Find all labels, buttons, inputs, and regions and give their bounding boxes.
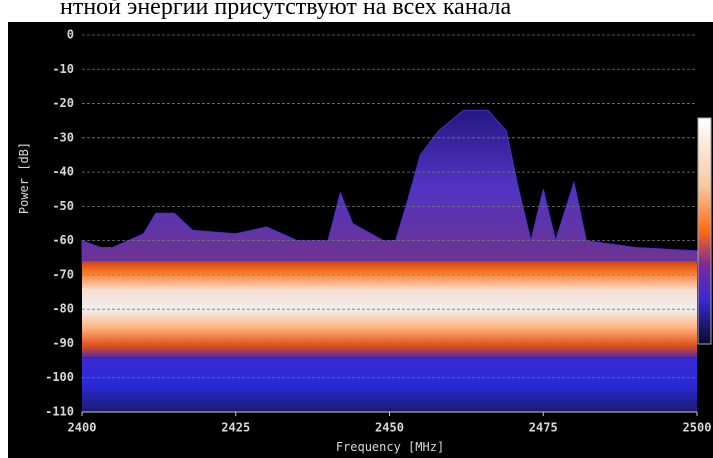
x-tick-label: 2400 bbox=[68, 421, 97, 435]
y-tick-label: -20 bbox=[52, 96, 74, 110]
y-tick-label: -40 bbox=[52, 165, 74, 179]
y-tick-label: -80 bbox=[52, 302, 74, 316]
y-tick-label: -10 bbox=[52, 62, 74, 76]
y-tick-label: -60 bbox=[52, 233, 74, 247]
y-tick-label: -70 bbox=[52, 267, 74, 281]
y-tick-label: -100 bbox=[45, 370, 74, 384]
y-tick-label: -110 bbox=[45, 405, 74, 419]
colorbar bbox=[698, 118, 711, 344]
caption: нтной энергии присутствуют на всех канал… bbox=[60, 0, 512, 20]
x-tick-label: 2425 bbox=[221, 421, 250, 435]
screenshot: нтной энергии присутствуют на всех канал… bbox=[0, 0, 713, 458]
y-tick-label: 0 bbox=[67, 28, 74, 42]
y-axis-label: Power [dB] bbox=[17, 142, 31, 214]
x-tick-label: 2500 bbox=[683, 421, 712, 435]
x-tick-label: 2475 bbox=[529, 421, 558, 435]
y-tick-label: -30 bbox=[52, 130, 74, 144]
low-density bbox=[82, 357, 697, 412]
x-tick-label: 2450 bbox=[375, 421, 404, 435]
y-tick-label: -50 bbox=[52, 199, 74, 213]
y-tick-label: -90 bbox=[52, 336, 74, 350]
page: нтной энергии присутствуют на всех канал… bbox=[0, 0, 713, 458]
x-axis-label: Frequency [MHz] bbox=[336, 440, 444, 454]
